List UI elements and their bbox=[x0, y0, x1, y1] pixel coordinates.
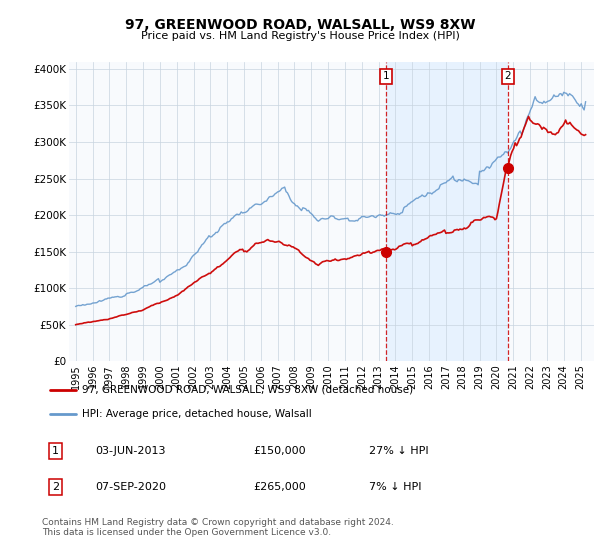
Text: 27% ↓ HPI: 27% ↓ HPI bbox=[370, 446, 429, 456]
Text: 7% ↓ HPI: 7% ↓ HPI bbox=[370, 482, 422, 492]
Text: 97, GREENWOOD ROAD, WALSALL, WS9 8XW: 97, GREENWOOD ROAD, WALSALL, WS9 8XW bbox=[125, 18, 475, 32]
Text: 1: 1 bbox=[382, 71, 389, 81]
Text: 07-SEP-2020: 07-SEP-2020 bbox=[95, 482, 166, 492]
Text: 97, GREENWOOD ROAD, WALSALL, WS9 8XW (detached house): 97, GREENWOOD ROAD, WALSALL, WS9 8XW (de… bbox=[82, 385, 413, 395]
Bar bbox=[386, 62, 508, 361]
Text: 2: 2 bbox=[52, 482, 59, 492]
Text: 1: 1 bbox=[52, 446, 59, 456]
Text: HPI: Average price, detached house, Walsall: HPI: Average price, detached house, Wals… bbox=[82, 409, 311, 419]
Text: Price paid vs. HM Land Registry's House Price Index (HPI): Price paid vs. HM Land Registry's House … bbox=[140, 31, 460, 41]
Text: Contains HM Land Registry data © Crown copyright and database right 2024.
This d: Contains HM Land Registry data © Crown c… bbox=[42, 518, 394, 538]
Text: £150,000: £150,000 bbox=[253, 446, 306, 456]
Text: £265,000: £265,000 bbox=[253, 482, 306, 492]
Text: 2: 2 bbox=[505, 71, 511, 81]
Text: 03-JUN-2013: 03-JUN-2013 bbox=[95, 446, 166, 456]
